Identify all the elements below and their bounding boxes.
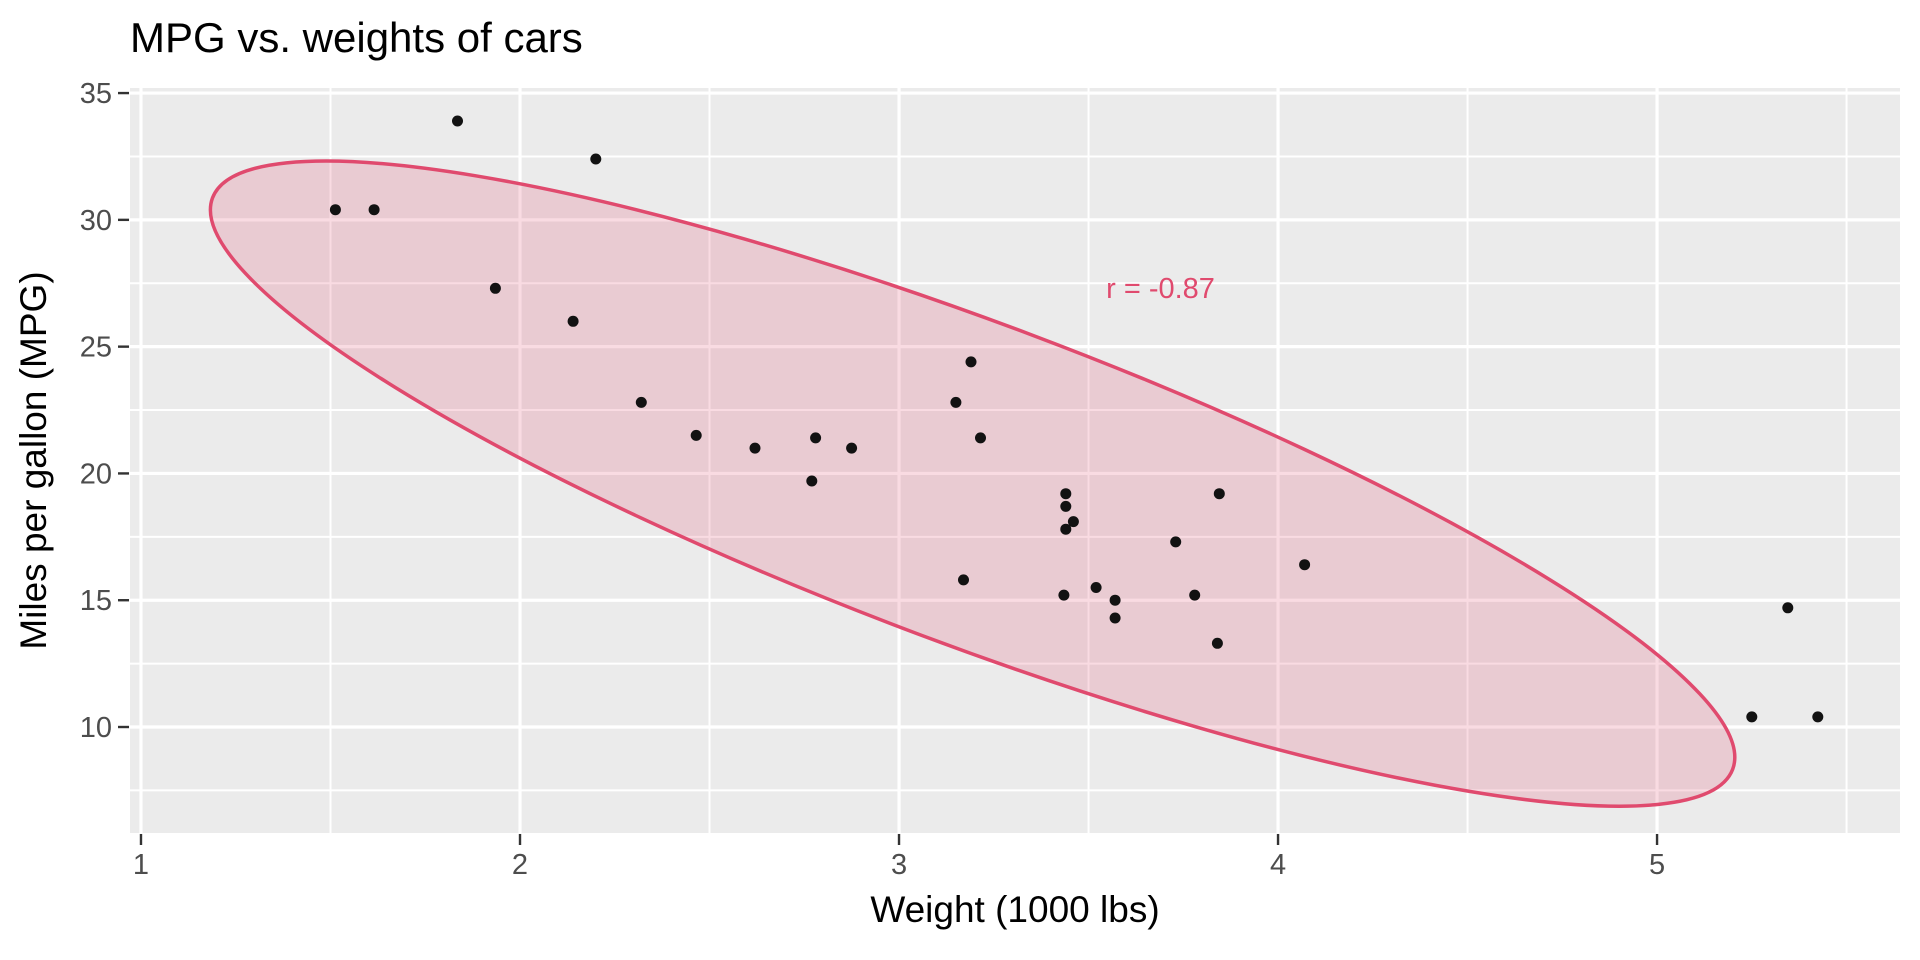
data-point xyxy=(975,432,986,444)
confidence-ellipse-group xyxy=(208,159,1737,808)
data-point xyxy=(1067,516,1079,528)
data-point xyxy=(567,315,579,327)
data-point xyxy=(1170,536,1182,548)
x-axis-title: Weight (1000 lbs) xyxy=(870,889,1159,930)
x-tick-label: 5 xyxy=(1649,849,1665,881)
data-point xyxy=(368,204,380,216)
data-point xyxy=(1060,500,1072,512)
x-tick-label: 2 xyxy=(512,849,528,881)
data-point xyxy=(1782,602,1794,614)
data-point xyxy=(635,396,647,408)
data-point xyxy=(1746,711,1758,723)
x-tick-label: 1 xyxy=(133,849,149,881)
data-point xyxy=(590,153,602,165)
data-point xyxy=(1812,711,1824,723)
confidence-ellipse xyxy=(208,159,1737,808)
y-tick-label: 15 xyxy=(80,585,112,617)
data-point xyxy=(329,204,341,216)
correlation-annotation: r = -0.87 xyxy=(1106,273,1215,305)
data-point xyxy=(1090,582,1102,593)
data-point xyxy=(489,282,501,294)
data-point xyxy=(1189,589,1201,601)
data-point xyxy=(749,442,761,454)
chart-title: MPG vs. weights of cars xyxy=(130,14,583,61)
y-tick-label: 30 xyxy=(80,205,112,237)
data-point xyxy=(452,115,463,127)
data-point xyxy=(1211,637,1223,649)
y-tick-label: 35 xyxy=(80,78,112,110)
x-tick-label: 4 xyxy=(1270,849,1286,881)
data-point xyxy=(1060,523,1072,535)
x-tick-label: 3 xyxy=(891,849,907,881)
data-point xyxy=(965,356,977,368)
plot-panel xyxy=(130,88,1900,833)
data-point xyxy=(690,429,702,441)
data-point xyxy=(846,442,858,454)
y-tick-label: 20 xyxy=(80,458,112,490)
data-point xyxy=(1058,589,1070,601)
y-tick-label: 25 xyxy=(80,332,112,364)
data-point xyxy=(958,574,969,586)
data-point xyxy=(1213,488,1225,500)
data-point xyxy=(1109,612,1121,624)
data-point xyxy=(810,432,822,444)
data-point xyxy=(806,475,818,487)
data-point xyxy=(1060,488,1072,500)
data-point xyxy=(1109,594,1121,606)
y-axis-title: Miles per gallon (MPG) xyxy=(13,271,54,649)
data-point xyxy=(1299,559,1311,571)
data-point xyxy=(950,396,962,408)
y-tick-label: 10 xyxy=(80,712,112,744)
